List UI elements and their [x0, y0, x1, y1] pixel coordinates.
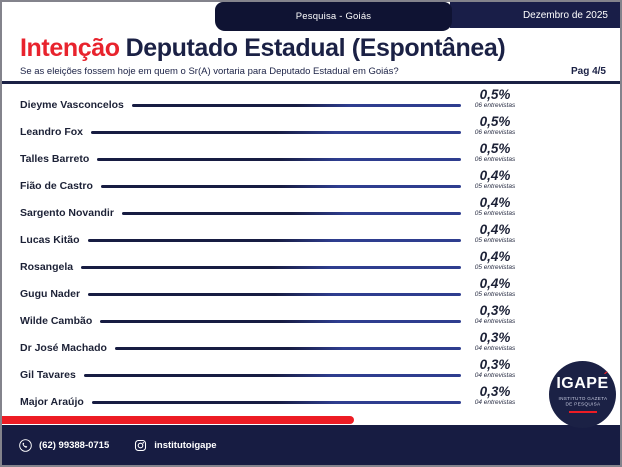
footer-red-accent-bar	[2, 416, 354, 424]
candidate-row: Lucas Kitão 0,4% 05 entrevistas	[2, 222, 620, 254]
interview-count: 05 entrevistas	[474, 263, 516, 271]
footer: (62) 99388-0715 institutoigape	[2, 425, 620, 465]
candidate-row: Sargento Novandir 0,4% 05 entrevistas	[2, 195, 620, 227]
candidate-row: Fião de Castro 0,4% 05 entrevistas	[2, 168, 620, 200]
result-block: 0,3% 04 entrevistas	[466, 383, 524, 406]
igape-logo-caption: INSTITUTO GAZETA DE PESQUISA	[558, 396, 607, 408]
percentage-value: 0,5%	[479, 140, 511, 156]
interview-count: 06 entrevistas	[474, 128, 516, 136]
leader-line	[88, 292, 461, 296]
interview-count: 06 entrevistas	[474, 155, 516, 163]
interview-count: 05 entrevistas	[474, 290, 516, 298]
candidate-name: Major Araújo	[20, 396, 84, 408]
leader-line	[131, 103, 461, 107]
percentage-value: 0,4%	[479, 221, 511, 237]
result-block: 0,4% 05 entrevistas	[466, 167, 524, 190]
result-block: 0,3% 04 entrevistas	[466, 329, 524, 352]
leader-line	[83, 373, 461, 377]
leader-line	[114, 346, 461, 350]
percentage-value: 0,4%	[479, 167, 511, 183]
footer-instagram-label: institutoigape	[154, 439, 217, 451]
candidate-name: Dieyme Vasconcelos	[20, 99, 124, 111]
candidate-name: Lucas Kitão	[20, 234, 80, 246]
candidate-name: Leandro Fox	[20, 126, 84, 138]
candidate-name: Gugu Nader	[20, 288, 81, 300]
result-block: 0,5% 06 entrevistas	[466, 140, 524, 163]
interview-count: 05 entrevistas	[474, 182, 516, 190]
percentage-value: 0,4%	[479, 194, 511, 210]
percentage-value: 0,5%	[479, 86, 511, 102]
result-block: 0,4% 05 entrevistas	[466, 248, 524, 271]
candidate-name: Fião de Castro	[20, 180, 93, 192]
result-block: 0,5% 06 entrevistas	[466, 86, 524, 109]
result-block: 0,3% 04 entrevistas	[466, 302, 524, 325]
page-title-rest: Deputado Estadual (Espontânea)	[125, 34, 506, 62]
header-badge-label: Pesquisa - Goiás	[295, 11, 372, 22]
leader-line	[100, 184, 461, 188]
candidate-name: Talles Barreto	[20, 153, 90, 165]
percentage-value: 0,5%	[479, 113, 511, 129]
percentage-value: 0,3%	[479, 383, 511, 399]
leader-line	[87, 238, 461, 242]
whatsapp-icon	[19, 438, 32, 452]
footer-phone-label: (62) 99388-0715	[39, 439, 110, 451]
page-title-highlight: Intenção	[20, 34, 120, 62]
igape-logo-wordmark: IGAPE ´	[556, 369, 609, 393]
interview-count: 05 entrevistas	[474, 236, 516, 244]
page-number: Pag 4/5	[570, 66, 606, 77]
candidate-name: Sargento Novandir	[20, 207, 114, 219]
leader-line	[91, 130, 461, 134]
header-date-bar: Dezembro de 2025	[450, 2, 620, 28]
percentage-value: 0,3%	[479, 329, 511, 345]
result-block: 0,4% 05 entrevistas	[466, 221, 524, 244]
candidate-list: Dieyme Vasconcelos 0,5% 06 entrevistas Lean…	[2, 87, 620, 416]
igape-logo: IGAPE ´ INSTITUTO GAZETA DE PESQUISA	[549, 361, 616, 428]
candidate-row: Dieyme Vasconcelos 0,5% 06 entrevistas	[2, 87, 620, 119]
footer-phone: (62) 99388-0715	[18, 438, 109, 453]
candidate-row: Dr José Machado 0,3% 04 entrevistas	[2, 330, 620, 362]
candidate-name: Dr José Machado	[20, 342, 107, 354]
interview-count: 04 entrevistas	[474, 398, 516, 406]
instagram-icon	[135, 439, 147, 451]
result-block: 0,4% 05 entrevistas	[466, 275, 524, 298]
header-badge: Pesquisa - Goiás	[215, 2, 452, 31]
igape-logo-red-accent: ´	[603, 369, 609, 386]
interview-count: 06 entrevistas	[474, 101, 516, 109]
leader-line	[121, 211, 461, 215]
candidate-row: Major Araújo 0,3% 04 entrevistas	[2, 384, 620, 416]
header-date-label: Dezembro de 2025	[522, 9, 608, 21]
percentage-value: 0,3%	[479, 356, 511, 372]
leader-line	[91, 400, 461, 404]
igape-logo-text: IGAPE	[556, 375, 609, 393]
candidate-row: Gugu Nader 0,4% 05 entrevistas	[2, 276, 620, 308]
interview-count: 04 entrevistas	[474, 371, 516, 379]
result-block: 0,4% 05 entrevistas	[466, 194, 524, 217]
candidate-name: Wilde Cambão	[20, 315, 93, 327]
footer-instagram: institutoigape	[133, 438, 217, 453]
candidate-name: Rosangela	[20, 261, 74, 273]
candidate-name: Gil Tavares	[20, 369, 76, 381]
percentage-value: 0,4%	[479, 275, 511, 291]
interview-count: 04 entrevistas	[474, 344, 516, 352]
leader-line	[97, 157, 461, 161]
candidate-row: Gil Tavares 0,3% 04 entrevistas	[2, 357, 620, 389]
candidate-row: Wilde Cambão 0,3% 04 entrevistas	[2, 303, 620, 335]
page-subtitle: Se as eleições fossem hoje em quem o Sr(…	[20, 66, 399, 77]
result-block: 0,3% 04 entrevistas	[466, 356, 524, 379]
candidate-row: Talles Barreto 0,5% 06 entrevistas	[2, 141, 620, 173]
title-divider	[2, 81, 620, 84]
interview-count: 05 entrevistas	[474, 209, 516, 217]
percentage-value: 0,3%	[479, 302, 511, 318]
leader-line	[81, 265, 461, 269]
percentage-value: 0,4%	[479, 248, 511, 264]
candidate-row: Leandro Fox 0,5% 06 entrevistas	[2, 114, 620, 146]
leader-line	[100, 319, 461, 323]
page-title: Intenção Deputado Estadual (Espontânea)	[20, 34, 606, 62]
interview-count: 04 entrevistas	[474, 317, 516, 325]
igape-logo-red-rule	[568, 410, 597, 413]
result-block: 0,5% 06 entrevistas	[466, 113, 524, 136]
candidate-row: Rosangela 0,4% 05 entrevistas	[2, 249, 620, 281]
